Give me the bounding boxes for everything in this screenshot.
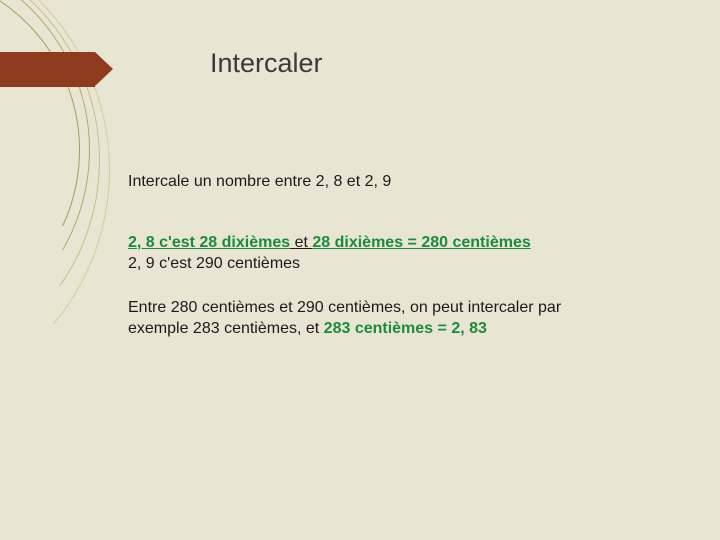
highlight-green: 283 centièmes = 2, 83 [324,320,487,337]
slide-content: Intercale un nombre entre 2, 8 et 2, 9 2… [128,172,608,340]
text-underline: et [290,234,312,251]
slide-title: Intercaler [210,48,323,79]
instruction-line: Intercale un nombre entre 2, 8 et 2, 9 [128,172,608,193]
highlight-green-underline: 2, 8 c'est 28 dixièmes [128,234,290,251]
title-tab-shape [0,52,95,87]
highlight-green-underline: 28 dixièmes = 280 centièmes [312,234,530,251]
title-tab-point [95,52,113,86]
text-line: 2, 9 c'est 290 centièmes [128,255,300,272]
explanation-block-2: Entre 280 centièmes et 290 centièmes, on… [128,298,608,340]
explanation-block-1: 2, 8 c'est 28 dixièmes et 28 dixièmes = … [128,233,608,275]
